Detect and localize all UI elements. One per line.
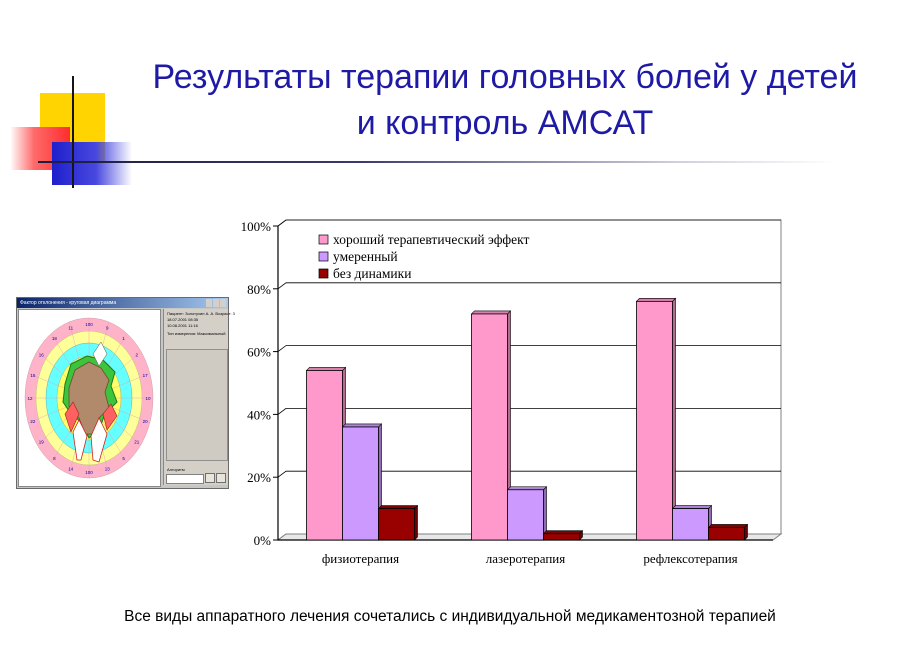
y-tick-label: 0% [254, 533, 272, 548]
y-tick-label: 100% [241, 219, 272, 234]
amsat-apply-button [216, 473, 226, 483]
ring-label: 12 [27, 396, 33, 401]
ring-label: 19 [39, 439, 45, 444]
ring-label: 13 [105, 466, 111, 471]
info-status-input [166, 474, 204, 484]
ring-label: 11 [68, 326, 73, 331]
ring-label: 16 [39, 353, 45, 358]
x-axis-category-labels: физиотерапия лазеротерапия рефлексотерапия [322, 551, 738, 566]
bar [506, 486, 548, 541]
legend-item: без динамики [318, 266, 411, 281]
ring-label: 9 [106, 326, 109, 331]
bar [305, 366, 347, 541]
ring-label: 100 [85, 470, 93, 475]
y-tick-label: 20% [247, 470, 271, 485]
info-date-2: 10.08.2001 11:16 [167, 323, 198, 328]
amsat-info-panel: Пациент: Золотухин А. А. Возраст: 3 18.0… [163, 309, 235, 485]
ring-label: 1 [122, 336, 125, 341]
amsat-window-title: Фактор отклонения - круговая диаграмма [20, 300, 117, 306]
amsat-window-buttons [206, 299, 226, 307]
info-type: Тип измерения: Максимальный [167, 331, 226, 336]
ring-label: 22 [30, 419, 36, 424]
title-line-2: и контроль АМСАТ [356, 104, 654, 142]
info-status-label: Алгоритм [167, 467, 185, 472]
gridline [277, 470, 781, 478]
x-category-label: рефлексотерапия [643, 551, 737, 566]
slide-title: Результаты терапии головных болей у дете… [110, 54, 900, 146]
chart-bars [305, 297, 749, 541]
x-category-label: физиотерапия [322, 551, 399, 566]
ring-label: 100 [85, 322, 93, 327]
legend-label: без динамики [333, 266, 411, 281]
bar [470, 310, 512, 541]
y-tick-label: 60% [247, 345, 271, 360]
ring-label: 18 [52, 336, 58, 341]
decor-blue-bar [52, 142, 132, 185]
gridline [277, 219, 781, 227]
ring-label: 8 [53, 456, 56, 461]
gridline [277, 407, 781, 415]
ring-label: 10 [145, 396, 151, 401]
legend-label: умеренный [333, 249, 398, 264]
legend-swatch [318, 251, 329, 262]
ring-label: 14 [68, 466, 74, 471]
legend-label: хороший терапевтический эффект [333, 232, 530, 247]
ring-label: 5 [122, 456, 125, 461]
slide-footnote: Все виды аппаратного лечения сочетались … [124, 608, 776, 625]
ring-label: 2 [135, 353, 138, 358]
bar [341, 423, 383, 541]
ring-label: 21 [134, 439, 140, 444]
title-underline [38, 161, 838, 163]
chart-legend: хороший терапевтический эффект умеренный б… [318, 232, 530, 281]
x-category-label: лазеротерапия [486, 551, 565, 566]
legend-item: умеренный [318, 249, 398, 264]
y-axis-tick-labels: 0% 20% 40% 60% 80% 100% [241, 219, 272, 548]
y-tick-label: 40% [247, 407, 271, 422]
legend-swatch [318, 268, 329, 279]
amsat-screenshot: Фактор отклонения - круговая диаграмма 1… [16, 297, 235, 489]
info-patient: Пациент: Золотухин А. А. Возраст: 3 [167, 311, 235, 316]
title-line-1: Результаты терапии головных болей у дете… [152, 58, 858, 96]
amsat-ok-button [205, 473, 215, 483]
ring-label: 15 [30, 373, 36, 378]
gridline [277, 345, 781, 352]
amsat-circular-diagram: 100 9 1 2 17 10 20 21 5 13 100 14 8 19 22 12 15 16 18 11 [18, 309, 161, 487]
legend-swatch [318, 234, 329, 245]
bar [707, 523, 749, 541]
info-date-1: 18.07.2001 08:35 [167, 317, 199, 322]
ring-label: 20 [143, 419, 149, 424]
bar [377, 504, 419, 541]
bar [635, 297, 677, 541]
chart-gridlines [273, 219, 781, 541]
decor-vertical-line [72, 76, 74, 188]
bar [542, 529, 584, 541]
legend-item: хороший терапевтический эффект [318, 232, 530, 247]
gridline [277, 282, 781, 290]
info-list-box [166, 349, 228, 461]
y-tick-label: 80% [247, 282, 271, 297]
bar [671, 504, 713, 541]
amsat-titlebar: Фактор отклонения - круговая диаграмма [17, 298, 228, 308]
ring-label: 17 [143, 373, 149, 378]
